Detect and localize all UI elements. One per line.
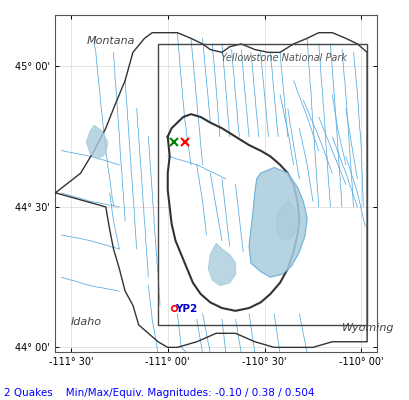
Polygon shape xyxy=(276,201,297,241)
Text: YP2: YP2 xyxy=(175,304,197,314)
Text: Wyoming: Wyoming xyxy=(341,322,393,332)
Text: Yellowstone National Park: Yellowstone National Park xyxy=(220,53,346,63)
Text: Montana: Montana xyxy=(86,36,135,46)
Text: Idaho: Idaho xyxy=(71,317,102,327)
Polygon shape xyxy=(167,114,299,311)
Polygon shape xyxy=(86,126,108,159)
Bar xyxy=(157,44,366,325)
Polygon shape xyxy=(248,168,306,277)
Polygon shape xyxy=(208,244,235,286)
Text: 2 Quakes    Min/Max/Equiv. Magnitudes: -0.10 / 0.38 / 0.504: 2 Quakes Min/Max/Equiv. Magnitudes: -0.1… xyxy=(4,388,314,398)
Polygon shape xyxy=(55,33,366,347)
